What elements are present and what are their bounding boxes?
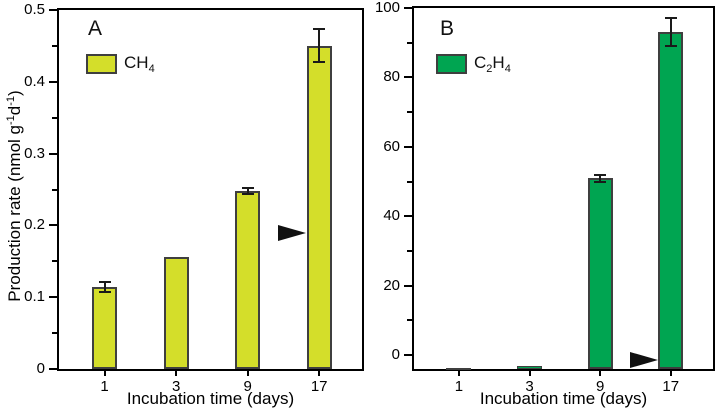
y-major-tick: [49, 368, 57, 370]
bar-day-9: [587, 178, 613, 369]
y-major-tick: [49, 80, 57, 83]
bar-day-3: [163, 256, 189, 369]
x-tick-label: 3: [525, 378, 534, 395]
error-bar-cap-bottom-day-1: [98, 291, 111, 294]
x-tick-label: 1: [100, 378, 109, 395]
arrow-marker: [278, 224, 307, 241]
error-bar-cap-top-day-17: [313, 28, 326, 31]
error-bar-cap-top-day-17: [664, 17, 677, 20]
y-axis-title: Production rate (nmol g-1d-1): [5, 90, 25, 301]
y-tick-label: 0: [391, 346, 400, 364]
text-segment: C: [474, 53, 487, 72]
y-tick-label: 0.1: [24, 288, 45, 306]
x-tick: [669, 371, 672, 376]
y-major-tick: [404, 215, 412, 218]
y-major-tick: [404, 284, 412, 287]
y-minor-tick: [52, 44, 57, 47]
y-tick-label: 0: [36, 360, 45, 377]
text-segment: 4: [504, 63, 511, 75]
y-tick-label: 60: [383, 137, 400, 155]
text-segment: CH: [124, 53, 149, 72]
y-minor-tick: [407, 41, 412, 44]
x-tick: [175, 371, 178, 376]
error-bar-cap-top-day-9: [594, 173, 607, 176]
text-segment: H: [492, 53, 505, 72]
y-tick-label: 80: [383, 68, 400, 86]
x-tick: [528, 371, 531, 376]
plot-area-b: [412, 6, 715, 371]
bar-day-17: [306, 45, 332, 369]
text-segment: -1: [5, 115, 17, 125]
x-axis-title-b: Incubation time (days): [479, 389, 648, 408]
text-segment: 2: [486, 63, 493, 75]
bar-day-9: [235, 190, 261, 369]
error-bar-cap-top-day-9: [241, 187, 254, 190]
y-tick-label: 100: [374, 0, 400, 16]
y-major-tick: [49, 224, 57, 227]
error-bar-cap-bottom-day-17: [664, 45, 677, 48]
x-tick-label: 17: [662, 378, 680, 395]
text-segment: 4: [148, 63, 155, 75]
plot-area-a: [57, 8, 364, 371]
x-axis-title-a: Incubation time (days): [126, 389, 295, 408]
panel-letter-a: A: [88, 17, 103, 40]
y-minor-tick: [407, 180, 412, 183]
x-tick-label: 9: [243, 378, 252, 395]
y-minor-tick: [407, 111, 412, 114]
y-minor-tick: [407, 319, 412, 322]
y-tick-label: 0.5: [24, 1, 45, 18]
y-major-tick: [49, 152, 57, 155]
legend-swatch-ch4: [86, 54, 117, 74]
error-bar-day-17: [318, 29, 321, 63]
bar-day-3: [517, 365, 543, 369]
y-minor-tick: [52, 116, 57, 119]
text-segment: d: [5, 105, 24, 116]
text-segment: -1: [5, 95, 17, 106]
error-bar-day-9: [599, 174, 602, 182]
x-tick: [599, 371, 602, 376]
y-tick-label: 40: [383, 207, 400, 225]
y-tick-label: 0.3: [24, 144, 45, 162]
y-major-tick: [404, 76, 412, 79]
legend-a: CH4: [86, 53, 155, 75]
x-tick-label: 17: [310, 378, 328, 395]
error-bar-day-9: [246, 188, 249, 194]
y-tick-label: 20: [383, 276, 400, 294]
error-bar-cap-top-day-1: [98, 281, 111, 284]
legend-b: C2H4: [436, 53, 511, 75]
y-tick-label: 0.4: [24, 72, 45, 90]
y-major-tick: [49, 9, 57, 11]
legend-label-ch4: CH4: [124, 53, 155, 75]
x-tick: [246, 371, 249, 376]
x-tick: [457, 371, 460, 376]
y-minor-tick: [52, 332, 57, 335]
error-bar-cap-bottom-day-9: [241, 192, 254, 195]
error-bar-day-17: [669, 18, 672, 47]
y-major-tick: [49, 296, 57, 299]
legend-label-c2h4: C2H4: [474, 53, 511, 75]
y-major-tick: [404, 354, 412, 357]
bar-day-1: [446, 367, 472, 370]
x-tick-label: 9: [595, 378, 605, 395]
panel-letter-b: B: [440, 17, 455, 40]
error-bar-cap-bottom-day-9: [594, 180, 607, 183]
arrow-marker: [629, 352, 658, 369]
bar-day-1: [92, 287, 118, 369]
x-tick: [318, 371, 321, 376]
y-major-tick: [404, 145, 412, 148]
x-tick-label: 1: [454, 378, 464, 395]
y-minor-tick: [407, 249, 412, 252]
bar-day-17: [658, 32, 684, 369]
y-major-tick: [404, 7, 412, 9]
y-tick-label: 0.2: [24, 216, 45, 234]
x-tick: [103, 371, 106, 376]
y-minor-tick: [52, 260, 57, 263]
y-minor-tick: [52, 188, 57, 191]
x-tick-label: 3: [171, 378, 181, 395]
error-bar-cap-bottom-day-17: [313, 61, 326, 64]
legend-swatch-c2h4: [436, 54, 467, 74]
error-bar-day-1: [103, 282, 106, 293]
